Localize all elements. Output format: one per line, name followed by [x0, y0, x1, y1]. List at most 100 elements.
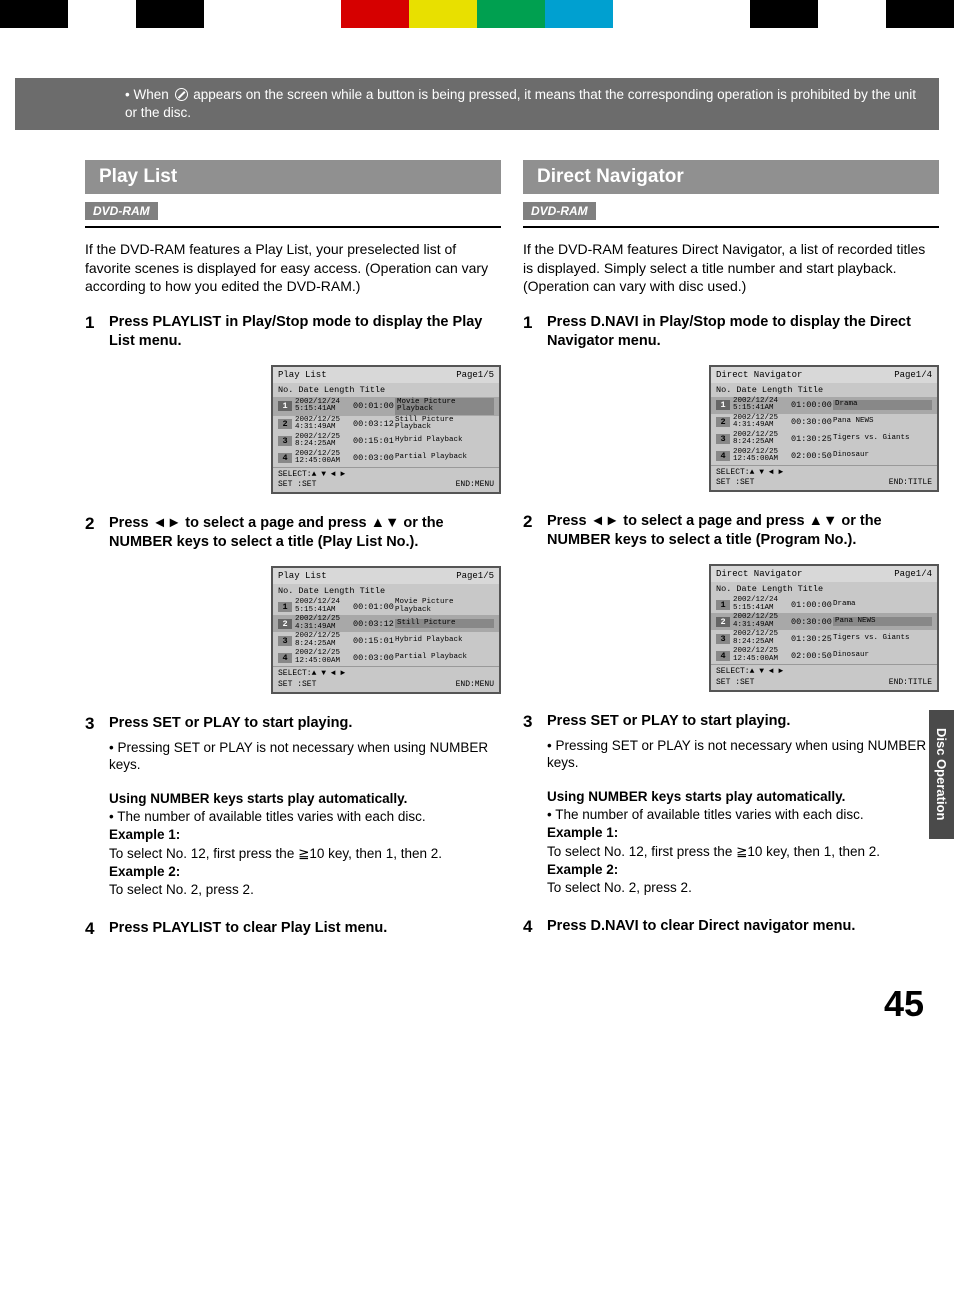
left-column: Play List DVD-RAM If the DVD-RAM feature…: [85, 160, 507, 953]
note-heading: Using NUMBER keys starts play automatica…: [109, 790, 501, 808]
osd-row-num: 1: [716, 600, 730, 610]
step-number: 1: [523, 313, 547, 351]
step-text: Press PLAYLIST in Play/Stop mode to disp…: [109, 313, 501, 351]
playlist-osd-2: Play List Page1/5 No. Date Length Title …: [271, 566, 501, 694]
osd-row-title: Tigers vs. Giants: [833, 635, 932, 643]
osd-page: Page1/5: [456, 370, 494, 380]
osd-row: 2 2002/12/254:31:49AM 00:03:12 Still Pic…: [273, 416, 499, 433]
left-intro: If the DVD-RAM features a Play List, you…: [85, 240, 501, 295]
right-step-2: 2 Press ◄► to select a page and press ▲▼…: [523, 512, 939, 550]
osd-row-date: 2002/12/254:31:49AM: [295, 417, 353, 432]
osd-title-row: Direct Navigator Page1/4: [711, 367, 937, 383]
osd-row-length: 01:00:00: [791, 600, 833, 610]
osd-row-date: 2002/12/2512:45:00AM: [295, 650, 353, 665]
osd-row: 3 2002/12/258:24:25AM 00:15:01 Hybrid Pl…: [273, 433, 499, 450]
osd-end-hint: END:TITLE: [889, 478, 932, 488]
step-main-text: Press SET or PLAY to start playing.: [109, 715, 352, 731]
osd-row-length: 00:03:00: [353, 653, 395, 663]
osd-column-headers: No. Date Length Title: [273, 383, 499, 397]
note-line: To select No. 2, press 2.: [547, 879, 939, 897]
osd-set-hint: SET :SET: [716, 678, 754, 688]
playlist-osd-1: Play List Page1/5 No. Date Length Title …: [271, 365, 501, 495]
directnav-osd-1: Direct Navigator Page1/4 No. Date Length…: [709, 365, 939, 493]
osd-footer: SELECT:▲ ▼ ◄ ► SET :SET END:TITLE: [711, 664, 937, 690]
osd-row: 2 2002/12/254:31:49AM 00:03:12 Still Pic…: [273, 615, 499, 632]
step-text: Press ◄► to select a page and press ▲▼ o…: [109, 514, 501, 552]
osd-row-num: 2: [716, 417, 730, 427]
osd-row-title: Dinosaur: [833, 452, 932, 460]
note-line: To select No. 2, press 2.: [109, 881, 501, 899]
osd-title-row: Play List Page1/5: [273, 568, 499, 584]
notice-bar: • When appears on the screen while a but…: [15, 78, 939, 130]
osd-row-num: 3: [716, 434, 730, 444]
directnav-osd-2: Direct Navigator Page1/4 No. Date Length…: [709, 564, 939, 692]
osd-set-hint: SET :SET: [278, 680, 316, 690]
osd-select-hint: SELECT:▲ ▼ ◄ ►: [716, 468, 932, 478]
step-sub: • Pressing SET or PLAY is not necessary …: [547, 737, 939, 772]
osd-select-hint: SELECT:▲ ▼ ◄ ►: [278, 470, 494, 480]
osd-row-title: Partial Playback: [395, 454, 494, 462]
osd-row: 1 2002/12/245:15:41AM 00:01:00 Movie Pic…: [273, 397, 499, 416]
osd-row-length: 00:03:12: [353, 419, 395, 429]
step-text: Press D.NAVI in Play/Stop mode to displa…: [547, 313, 939, 351]
osd-footer: SELECT:▲ ▼ ◄ ► SET :SET END:MENU: [273, 467, 499, 493]
color-calibration-bar: [0, 0, 954, 28]
step-sub: • Pressing SET or PLAY is not necessary …: [109, 739, 501, 774]
osd-row-length: 00:01:00: [353, 401, 395, 411]
osd-row-title: Hybrid Playback: [395, 437, 494, 445]
osd-row-length: 01:30:25: [791, 634, 833, 644]
osd-row: 3 2002/12/258:24:25AM 01:30:25 Tigers vs…: [711, 630, 937, 647]
right-column: Disc Operation Direct Navigator DVD-RAM …: [517, 160, 939, 953]
osd-footer: SELECT:▲ ▼ ◄ ► SET :SET END:TITLE: [711, 465, 937, 491]
note-heading: Example 1:: [547, 824, 939, 842]
osd-row-length: 02:00:50: [791, 451, 833, 461]
left-notes: Using NUMBER keys starts play automatica…: [109, 790, 501, 899]
osd-row: 1 2002/12/245:15:41AM 01:00:00 Drama: [711, 596, 937, 613]
osd-row: 4 2002/12/2512:45:00AM 00:03:00 Partial …: [273, 649, 499, 666]
osd-row-length: 00:03:00: [353, 453, 395, 463]
divider: [85, 226, 501, 228]
osd-select-hint: SELECT:▲ ▼ ◄ ►: [716, 667, 932, 677]
osd-row-length: 00:30:00: [791, 617, 833, 627]
osd-title: Play List: [278, 370, 327, 380]
osd-title-row: Direct Navigator Page1/4: [711, 566, 937, 582]
osd-row-date: 2002/12/245:15:41AM: [295, 599, 353, 614]
right-step-3: 3 Press SET or PLAY to start playing. • …: [523, 712, 939, 897]
osd-row: 3 2002/12/258:24:25AM 01:30:25 Tigers vs…: [711, 431, 937, 448]
page-number: 45: [0, 953, 954, 1035]
osd-row-length: 00:15:01: [353, 636, 395, 646]
osd-end-hint: END:TITLE: [889, 678, 932, 688]
osd-row-num: 1: [716, 400, 730, 410]
osd-row-length: 01:30:25: [791, 434, 833, 444]
osd-column-headers: No. Date Length Title: [711, 582, 937, 596]
osd-row-title: Still PicturePlayback: [395, 417, 494, 432]
osd-row-title: Still Picture: [395, 619, 494, 629]
osd-title-row: Play List Page1/5: [273, 367, 499, 383]
osd-row: 1 2002/12/245:15:41AM 00:01:00 Movie Pic…: [273, 598, 499, 615]
osd-row: 4 2002/12/2512:45:00AM 02:00:50 Dinosaur: [711, 448, 937, 465]
osd-column-headers: No. Date Length Title: [711, 383, 937, 397]
dvd-ram-badge-right: DVD-RAM: [523, 202, 596, 220]
right-step-1: 1 Press D.NAVI in Play/Stop mode to disp…: [523, 313, 939, 351]
osd-footer: SELECT:▲ ▼ ◄ ► SET :SET END:MENU: [273, 666, 499, 692]
osd-row-date: 2002/12/245:15:41AM: [733, 597, 791, 612]
side-tab-disc-operation: Disc Operation: [929, 710, 954, 838]
right-notes: Using NUMBER keys starts play automatica…: [547, 788, 939, 897]
osd-row-num: 1: [278, 602, 292, 612]
step-number: 2: [85, 514, 109, 552]
right-step-4: 4 Press D.NAVI to clear Direct navigator…: [523, 917, 939, 937]
osd-row-date: 2002/12/2512:45:00AM: [295, 451, 353, 466]
osd-row-date: 2002/12/258:24:25AM: [733, 631, 791, 646]
osd-row-num: 3: [716, 634, 730, 644]
left-step-3: 3 Press SET or PLAY to start playing. • …: [85, 714, 501, 899]
osd-row-length: 00:30:00: [791, 417, 833, 427]
osd-row: 2 2002/12/254:31:49AM 00:30:00 Pana NEWS: [711, 414, 937, 431]
osd-row-num: 2: [278, 419, 292, 429]
step-number: 4: [85, 919, 109, 939]
note-line: To select No. 12, first press the ≧10 ke…: [547, 843, 939, 861]
osd-row-date: 2002/12/254:31:49AM: [733, 415, 791, 430]
osd-row-date: 2002/12/245:15:41AM: [295, 399, 353, 414]
osd-column-headers: No. Date Length Title: [273, 584, 499, 598]
osd-end-hint: END:MENU: [456, 480, 494, 490]
step-number: 4: [523, 917, 547, 937]
